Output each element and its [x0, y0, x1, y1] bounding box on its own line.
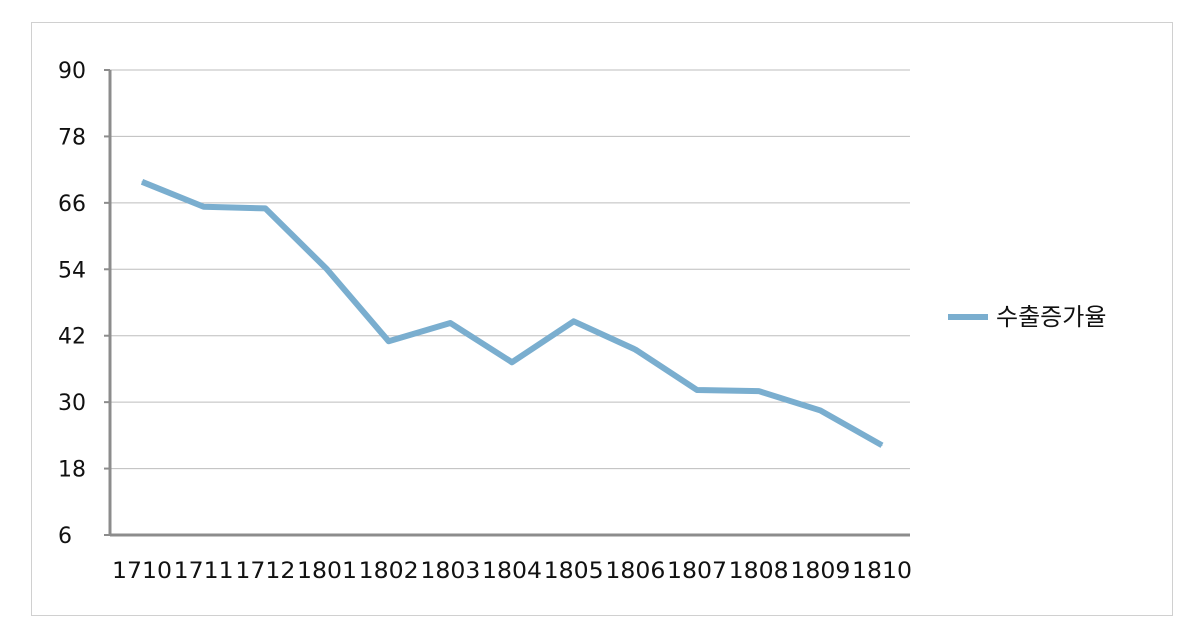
y-tick-label: 54 [58, 258, 86, 283]
x-tick-label: 1808 [729, 559, 789, 584]
x-tick-label: 1711 [174, 559, 234, 584]
y-tick-label: 18 [58, 458, 86, 483]
x-axis-tick-labels: 1710 1711 1712 1801 1802 1803 1804 1805 1806 1807… [112, 559, 912, 584]
data-point [758, 390, 760, 392]
series-line [140, 179, 884, 448]
data-point [449, 322, 451, 324]
data-point [511, 361, 513, 363]
x-tick-label: 1801 [297, 559, 357, 584]
legend-label: 수출증가율 [996, 303, 1106, 331]
x-tick-label: 1807 [667, 559, 727, 584]
x-tick-label: 1804 [482, 559, 542, 584]
gridlines [104, 69, 910, 536]
x-tick-label: 1803 [420, 559, 480, 584]
data-point [696, 389, 698, 391]
data-point [141, 181, 143, 183]
x-tick-label: 1810 [852, 559, 912, 584]
y-tick-label: 66 [58, 192, 86, 217]
x-tick-label: 1809 [790, 559, 850, 584]
data-point [203, 206, 205, 208]
x-tick-label: 1805 [544, 559, 604, 584]
x-tick-label: 1712 [235, 559, 295, 584]
y-tick-label: 6 [58, 524, 72, 549]
y-tick-label: 42 [58, 325, 86, 350]
y-axis-tick-labels: 6 18 30 42 54 66 78 90 [58, 59, 86, 549]
legend: 수출증가율 [948, 303, 1106, 331]
data-point [573, 320, 575, 322]
y-tick-label: 30 [58, 391, 86, 416]
data-point [388, 340, 390, 342]
series-group [140, 179, 884, 448]
x-tick-label: 1806 [605, 559, 665, 584]
y-tick-label: 78 [58, 125, 86, 150]
x-tick-label: 1802 [359, 559, 419, 584]
data-point [264, 207, 266, 209]
data-point [881, 444, 883, 446]
data-point [634, 349, 636, 351]
data-point [326, 268, 328, 270]
x-tick-label: 1710 [112, 559, 172, 584]
data-point [819, 409, 821, 411]
y-tick-label: 90 [58, 59, 86, 84]
